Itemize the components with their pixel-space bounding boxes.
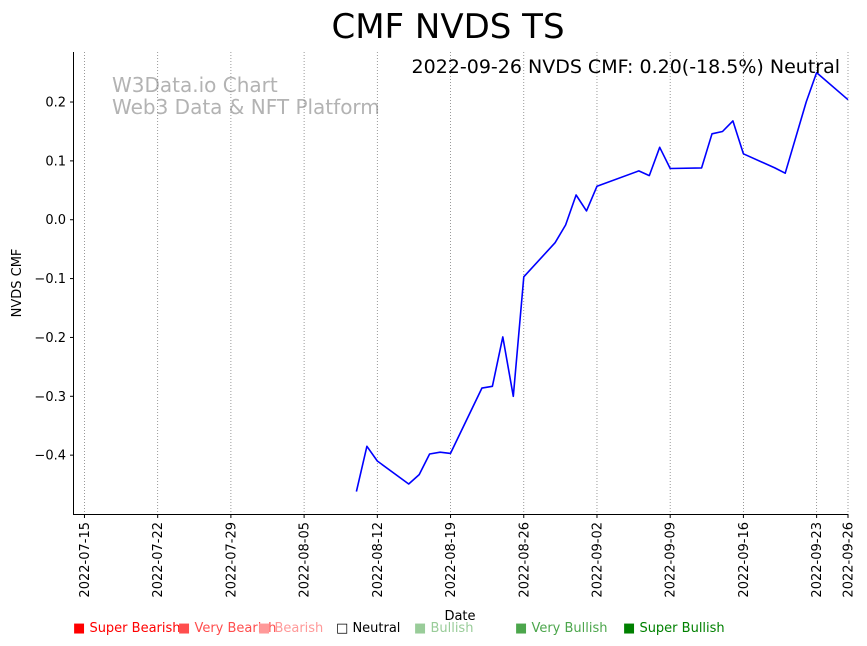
x-tick-label: 2022-07-29 [224,522,239,598]
legend-item-super-bearish: ■ Super Bearish [73,621,181,636]
legend-item-neutral: □ Neutral [336,621,400,636]
legend-marker: ■ [414,621,427,636]
watermark-line-1: W3Data.io Chart [112,73,278,97]
legend-item-bearish: ■ Bearish [258,621,323,636]
watermark-line-2: Web3 Data & NFT Platform [112,95,380,119]
legend-marker: ■ [515,621,528,636]
x-tick-label: 2022-08-26 [517,522,532,598]
cmf-series-line [355,71,849,492]
x-tick-label: 2022-09-26 [842,522,857,598]
sentiment-legend: ■ Super Bearish ■ Very Bearish ■ Bearish… [0,621,867,639]
legend-label: Super Bullish [639,621,725,636]
x-tick-label: 2022-07-22 [151,522,166,598]
x-tick-label: 2022-09-02 [590,522,605,598]
y-tick-label: 0.2 [45,96,66,111]
legend-marker: ■ [73,621,86,636]
legend-label: Bullish [430,621,474,636]
x-tick-label: 2022-08-12 [371,522,386,598]
y-tick-label: −0.3 [34,390,66,405]
legend-label: Very Bullish [531,621,608,636]
legend-label: Super Bearish [89,621,181,636]
y-axis-label: NVDS CMF [10,249,25,318]
chart-annotation: 2022-09-26 NVDS CMF: 0.20(-18.5%) Neutra… [412,56,840,78]
legend-label: Bearish [274,621,324,636]
legend-item-very-bullish: ■ Very Bullish [515,621,608,636]
x-tick-label: 2022-08-19 [444,522,459,598]
x-axis-label: Date [444,609,475,624]
legend-item-super-bullish: ■ Super Bullish [623,621,725,636]
legend-item-very-bearish: ■ Very Bearish [178,621,276,636]
y-tick-label: 0.1 [45,154,66,169]
x-tick-label: 2022-09-16 [737,522,752,598]
x-tick-label: 2022-09-23 [810,522,825,598]
legend-marker: □ [336,621,349,636]
legend-label: Very Bearish [194,621,277,636]
x-tick-label: 2022-09-09 [664,522,679,598]
x-tick-label: 2022-07-15 [78,522,93,598]
x-tick-label: 2022-08-05 [298,522,313,598]
y-axis-ticks: −0.4 −0.3 −0.2 −0.1 0.0 0.1 0.2 [34,96,74,464]
legend-item-bullish: ■ Bullish [414,621,473,636]
y-tick-label: −0.2 [34,331,66,346]
x-axis-ticks: 2022-07-15 2022-07-22 2022-07-29 2022-08-05… [78,514,857,598]
chart-title: CMF NVDS TS [331,7,564,47]
y-tick-label: 0.0 [45,213,66,228]
y-tick-label: −0.4 [34,449,66,464]
legend-marker: ■ [623,621,636,636]
legend-marker: ■ [258,621,271,636]
legend-marker: ■ [178,621,191,636]
y-tick-label: −0.1 [34,272,66,287]
legend-label: Neutral [352,621,401,636]
